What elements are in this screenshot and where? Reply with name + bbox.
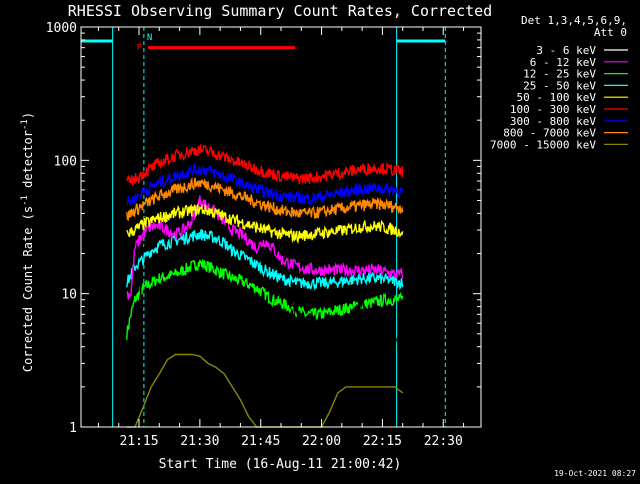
x-tick-label-3: 22:00 <box>302 434 341 449</box>
series-line-7 <box>126 176 404 222</box>
plot-area: FN <box>80 27 446 428</box>
y-axis-label-mid: detector <box>21 130 35 195</box>
series-line-5 <box>126 144 404 186</box>
legend-entry-label-4: 50 - 100 keV <box>517 91 597 104</box>
legend-entry-label-5: 100 - 300 keV <box>510 103 596 116</box>
x-tick-label-0: 21:15 <box>119 434 158 449</box>
legend-entry-label-6: 300 - 800 keV <box>510 115 596 128</box>
x-tick-label-2: 21:45 <box>241 434 280 449</box>
flare-flag-label: F <box>137 44 142 54</box>
series-line-0 <box>126 190 404 371</box>
legend-entry-label-1: 6 - 12 keV <box>530 56 597 69</box>
timestamp: 19-Oct-2021 08:27 <box>554 469 636 478</box>
night-flag-label: N <box>147 33 152 43</box>
series-line-3 <box>126 229 404 291</box>
plot-frame <box>80 26 482 428</box>
y-tick-label-1: 10 <box>61 288 77 303</box>
legend-entry-label-7: 800 - 7000 keV <box>503 127 596 140</box>
y-axis-label-sup-2: -1 <box>20 119 30 130</box>
y-axis-label-suffix: ) <box>21 112 35 119</box>
y-tick-label-2: 100 <box>54 154 77 169</box>
y-axis-label-sup-1: -1 <box>20 195 30 206</box>
legend-header-0: Det 1,3,4,5,6,9, <box>521 14 627 27</box>
legend-entry-label-0: 3 - 6 keV <box>536 44 596 57</box>
legend-entry-label-2: 12 - 25 keV <box>523 68 596 81</box>
y-tick-label-3: 1000 <box>46 21 77 36</box>
y-axis-label-prefix: Corrected Count Rate (s <box>21 206 35 372</box>
series-line-8 <box>126 353 404 428</box>
x-tick-label-5: 22:30 <box>424 434 463 449</box>
series-line-2 <box>126 259 404 340</box>
legend-entry-label-8: 7000 - 15000 keV <box>490 138 596 151</box>
y-axis-label: Corrected Count Rate (s-1 detector-1) <box>20 112 35 372</box>
legend-entry-label-3: 25 - 50 keV <box>523 79 596 92</box>
series-line-4 <box>126 203 404 245</box>
legend-header-1: Att 0 <box>594 26 627 39</box>
axes: 21:15 21:30 21:45 22:00 22:15 22:30 1 10 100 1000 <box>46 21 481 449</box>
series-line-1 <box>126 195 404 300</box>
x-tick-label-4: 22:15 <box>363 434 402 449</box>
y-tick-label-0: 1 <box>69 421 77 436</box>
x-tick-label-1: 21:30 <box>180 434 219 449</box>
series-line-6 <box>126 162 404 206</box>
x-axis-label: Start Time (16-Aug-11 21:00:42) <box>159 457 402 472</box>
chart-title: RHESSI Observing Summary Count Rates, Co… <box>68 2 492 20</box>
